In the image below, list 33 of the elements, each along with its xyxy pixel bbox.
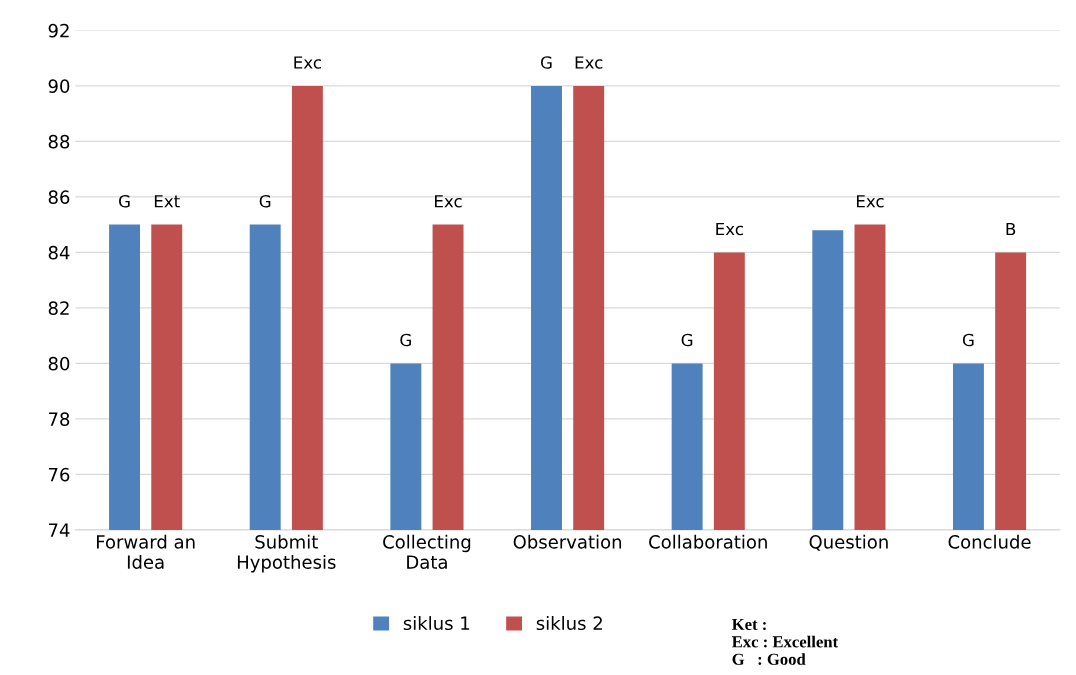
data-label: G [119, 194, 130, 208]
data-label: Exc [435, 195, 462, 208]
y-tick-label: 78 [48, 412, 70, 426]
data-label: Exc [716, 222, 743, 236]
y-tick-label: 84 [48, 245, 70, 260]
x-tick-label: Conclude [948, 534, 1031, 549]
legend-label: siklus 2 [536, 616, 602, 631]
data-label: Exc [575, 56, 603, 69]
y-tick-label: 76 [48, 467, 70, 482]
x-tick-label: Submit Hypothesis [237, 534, 336, 573]
data-label: Exc [294, 56, 321, 69]
data-label: G [400, 333, 411, 347]
x-tick-label: Collecting Data [383, 534, 471, 569]
data-label: Ext [154, 195, 180, 208]
data-label: G [259, 194, 271, 208]
data-label: G [540, 56, 552, 69]
y-tick-label: 86 [48, 190, 70, 204]
y-tick-label: 92 [48, 23, 69, 38]
y-tick-label: 88 [48, 134, 70, 149]
data-label: Exc [856, 195, 884, 208]
x-tick-label: Observation [513, 534, 622, 549]
x-tick-label: Question [809, 534, 888, 551]
data-label: B [1006, 222, 1016, 236]
x-tick-label: Collaboration [649, 534, 767, 549]
legend-label: siklus 1 [403, 616, 470, 631]
y-tick-label: 74 [48, 523, 70, 537]
y-tick-label: 90 [48, 79, 70, 93]
y-tick-label: 80 [48, 356, 70, 371]
x-tick-label: Forward an Idea [96, 534, 195, 569]
data-label: G [962, 333, 974, 347]
y-tick-label: 82 [48, 301, 69, 315]
text: Ket : Exc : Excellent G : Good [731, 618, 839, 665]
data-label: G [681, 333, 693, 347]
